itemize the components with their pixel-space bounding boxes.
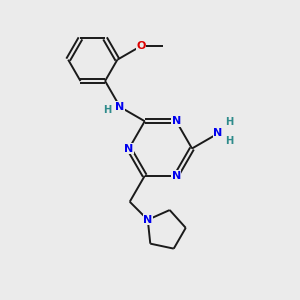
Text: H: H [103,105,112,115]
Text: O: O [136,41,146,51]
Text: N: N [172,116,181,126]
Text: H: H [225,136,233,146]
Text: N: N [124,143,134,154]
Text: N: N [172,171,181,181]
Text: N: N [143,215,152,225]
Text: N: N [213,128,223,139]
Text: N: N [116,102,125,112]
Text: H: H [225,117,233,127]
